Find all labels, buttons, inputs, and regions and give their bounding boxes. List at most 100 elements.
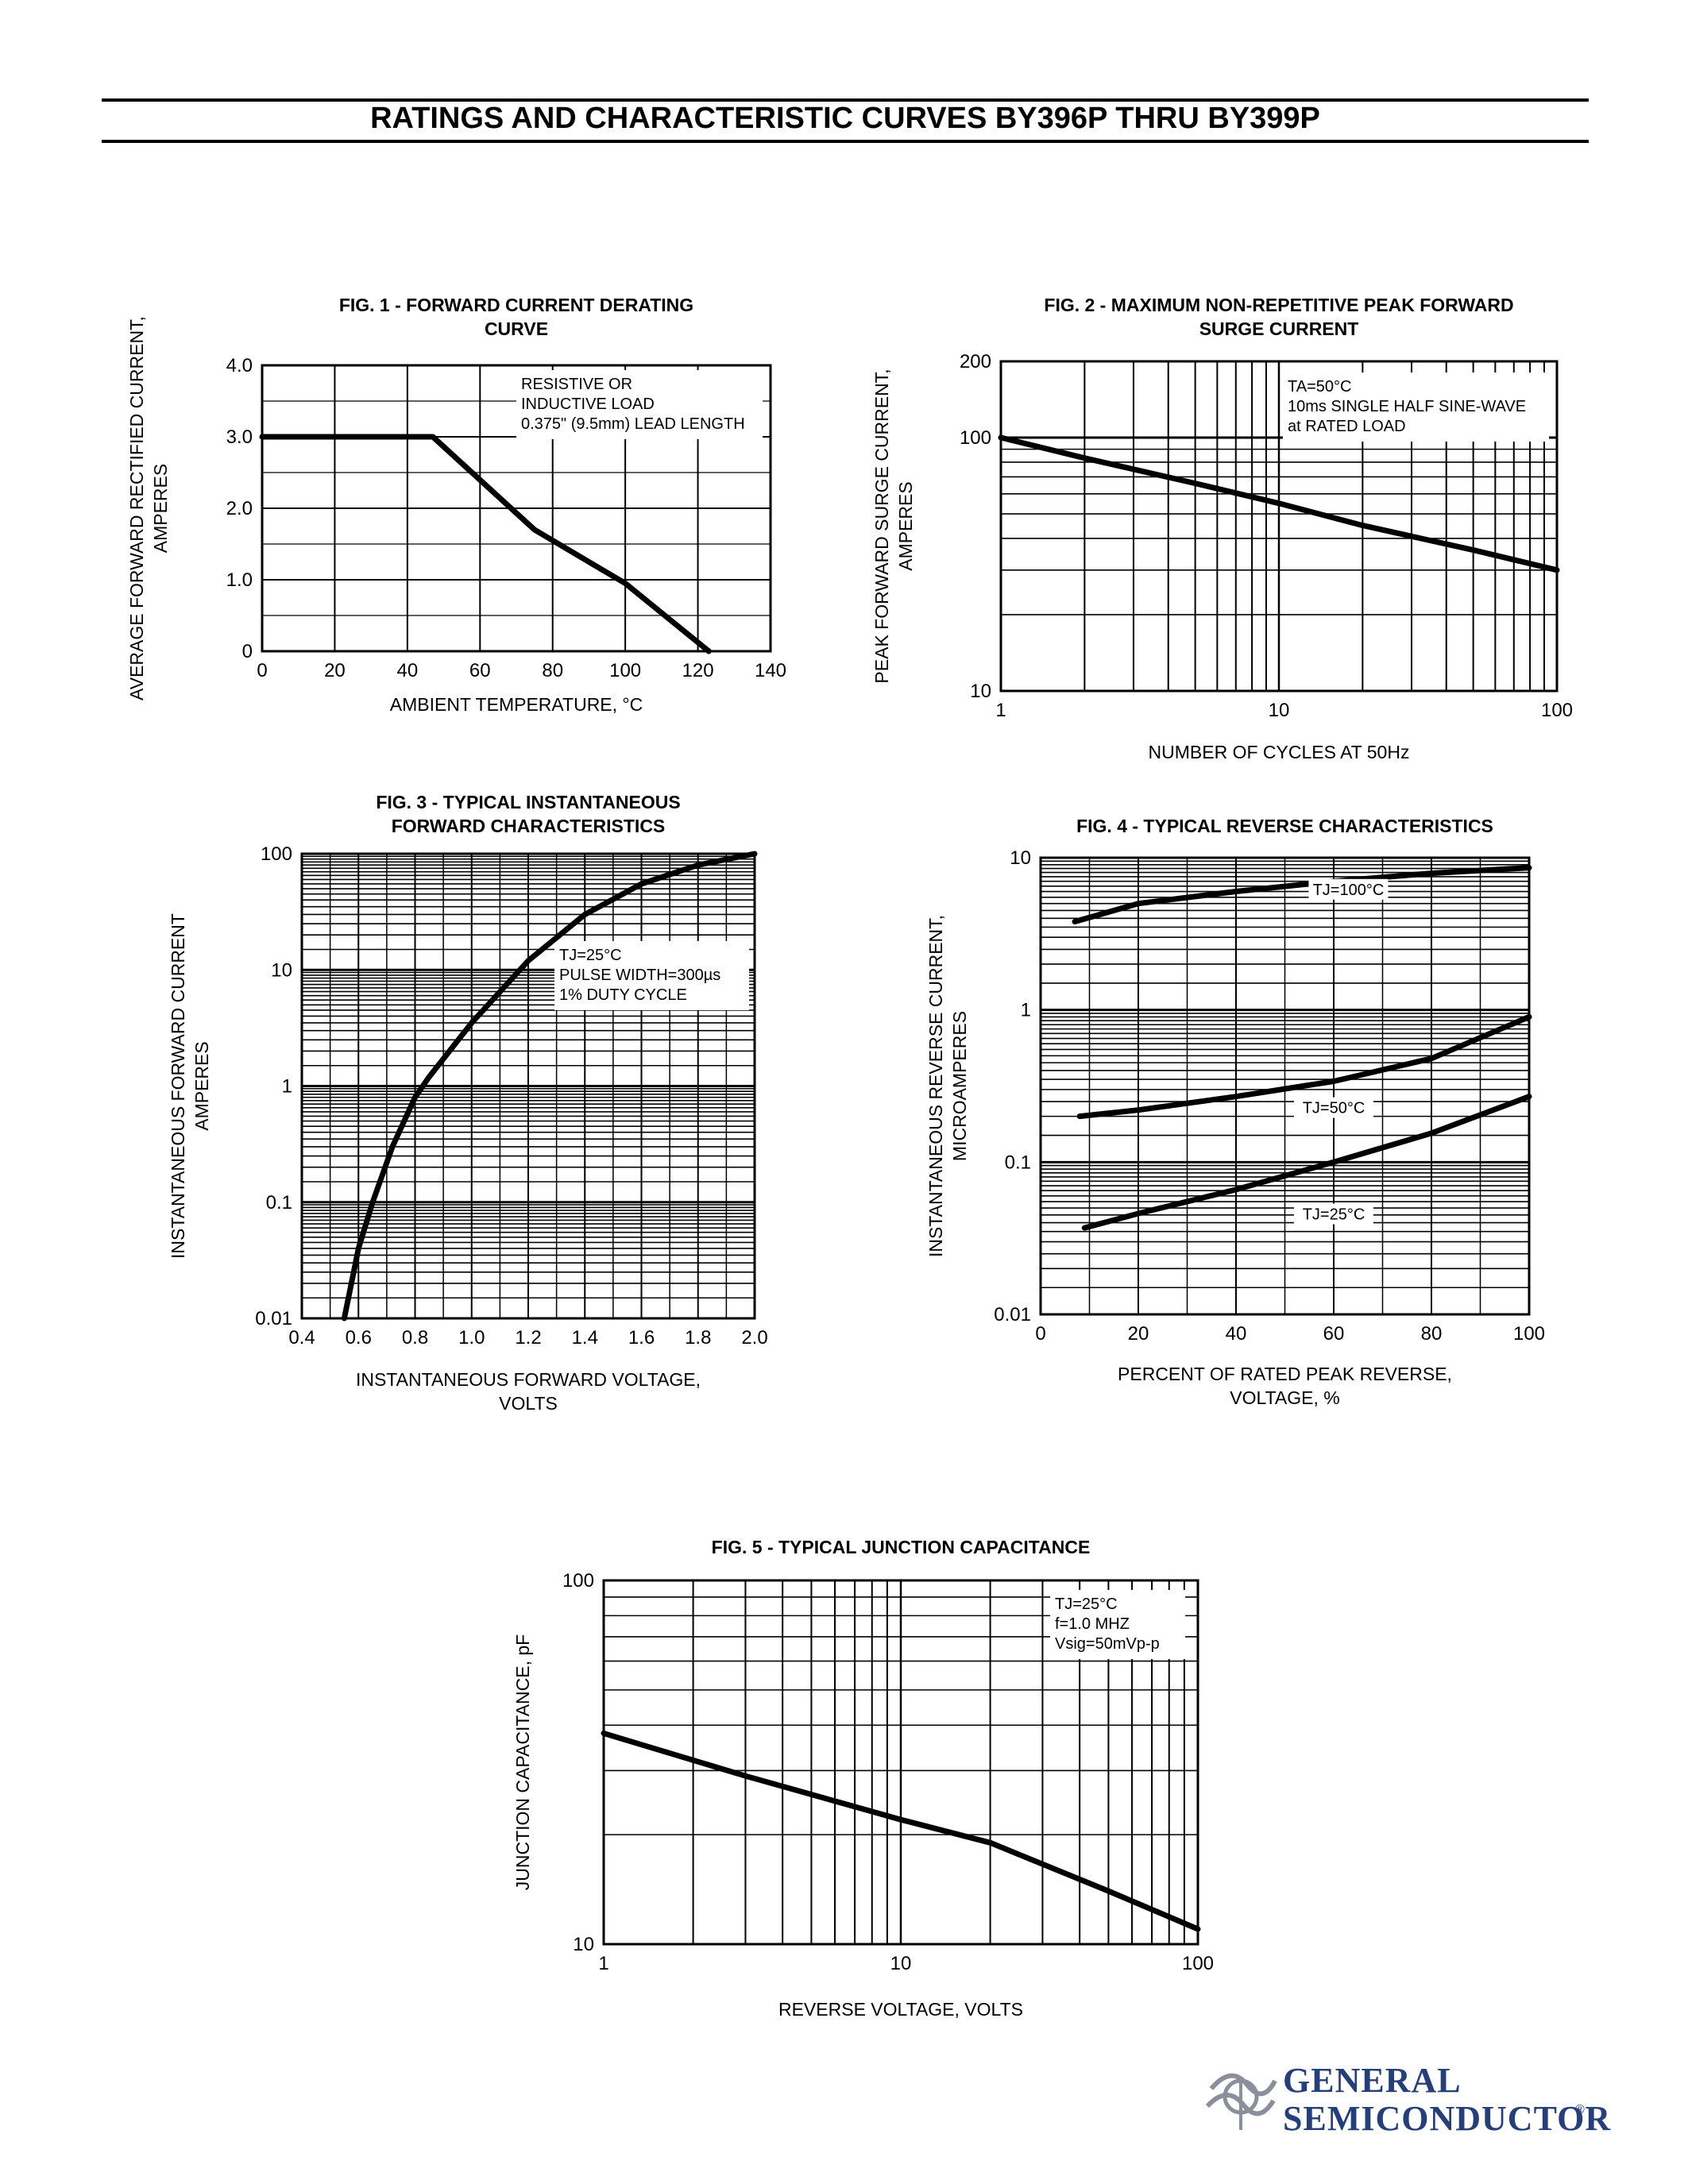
fig4-xtick-label: 0: [1035, 1323, 1045, 1345]
fig3-annotation-box: [554, 941, 749, 1010]
fig4-ytick-label: 0.1: [1005, 1152, 1031, 1173]
fig5-plot-frame: [602, 1579, 1199, 1946]
fig4-series-0-line: [1072, 865, 1532, 924]
fig3-xlabel: INSTANTANEOUS FORWARD VOLTAGE,: [356, 1369, 701, 1390]
fig4-chart: TJ=100°C TJ=50°C TJ=25°C 0 20 40 60 80 100 0.01 0.…: [925, 816, 1545, 1408]
fig1-ytick-label: 1.0: [226, 569, 253, 591]
fig4-title: FIG. 4 - TYPICAL REVERSE CHARACTERISTICS: [1076, 816, 1493, 836]
fig3-xtick-label: 1.8: [685, 1327, 711, 1349]
fig1-ylabel: AVERAGE FORWARD RECTIFIED CURRENT,: [126, 316, 147, 700]
fig3-annotation-line: 1% DUTY CYCLE: [559, 986, 687, 1004]
fig1-xtick-label: 40: [397, 660, 419, 681]
fig2-title: FIG. 2 - MAXIMUM NON-REPETITIVE PEAK FOR…: [1044, 295, 1513, 315]
fig5-annotation-line: Vsig=50mVp-p: [1055, 1635, 1160, 1653]
fig5-series-0-line: [601, 1731, 1201, 1932]
fig1-ylabel: AMPERES: [150, 464, 171, 553]
fig3-xtick-label: 0.8: [402, 1327, 428, 1349]
fig4-ytick-label: 0.01: [994, 1304, 1031, 1325]
fig3-xtick-label: 1.4: [572, 1327, 598, 1349]
fig5-xtick-label: 1: [598, 1953, 608, 1974]
fig3-xtick-label: 1.2: [515, 1327, 541, 1349]
fig1-ytick-label: 4.0: [226, 355, 253, 376]
fig1-annotation-line: INDUCTIVE LOAD: [521, 396, 655, 413]
fig3-xtick-label: 2.0: [741, 1327, 767, 1349]
fig1-xtick-label: 20: [324, 660, 346, 681]
fig1-title: FIG. 1 - FORWARD CURRENT DERATING: [339, 295, 693, 315]
page-title: RATINGS AND CHARACTERISTIC CURVES BY396P…: [370, 102, 1320, 135]
fig1-xtick-label: 80: [542, 660, 563, 681]
fig2-annotation-line: 10ms SINGLE HALF SINE-WAVE: [1288, 398, 1526, 415]
fig5-xtick-label: 10: [890, 1953, 912, 1974]
fig3-chart: TJ=25°C PULSE WIDTH=300µs 1% DUTY CYCLE 0.4…: [168, 792, 768, 1414]
fig1-title: CURVE: [485, 318, 548, 339]
fig4-ytick-label: 10: [1010, 847, 1031, 869]
brand-line-1: GENERAL: [1283, 2061, 1462, 2100]
registered-mark: ®: [1575, 2103, 1585, 2116]
fig3-xtick-label: 1.0: [458, 1327, 485, 1349]
fig3-title: FIG. 3 - TYPICAL INSTANTANEOUS: [376, 792, 680, 812]
fig5-ylabel: JUNCTION CAPACITANCE, pF: [512, 1634, 533, 1890]
fig3-series-0-line: [341, 851, 758, 1322]
fig1-ytick-label: 3.0: [226, 426, 253, 448]
fig1-annotation-line: 0.375" (9.5mm) LEAD LENGTH: [521, 415, 745, 433]
fig4-xtick-label: 60: [1323, 1323, 1345, 1345]
fig1-xtick-label: 0: [257, 660, 267, 681]
fig1-xtick-label: 60: [469, 660, 491, 681]
fig2-xlabel: NUMBER OF CYCLES AT 50Hz: [1149, 742, 1410, 762]
fig5-xlabel: REVERSE VOLTAGE, VOLTS: [778, 1999, 1023, 2020]
fig3-ytick-label: 1: [282, 1076, 292, 1098]
fig4-xtick-label: 100: [1513, 1323, 1545, 1345]
fig2-ytick-label: 200: [960, 351, 991, 372]
fig5-ytick-label: 100: [562, 1570, 594, 1592]
fig2-title: SURGE CURRENT: [1199, 318, 1359, 339]
fig4-series-label: TJ=100°C: [1313, 882, 1385, 899]
fig4-series-label-bg: [1308, 878, 1389, 900]
fig2-xtick-label: 1: [995, 700, 1006, 721]
fig4-xtick-label: 20: [1128, 1323, 1149, 1345]
fig2-ytick-label: 10: [970, 681, 991, 702]
fig5-title: FIG. 5 - TYPICAL JUNCTION CAPACITANCE: [712, 1537, 1091, 1557]
fig4-xtick-label: 40: [1226, 1323, 1247, 1345]
fig2-ylabel: AMPERES: [895, 481, 916, 570]
fig1-plot-frame: [261, 364, 772, 653]
fig3-ytick-label: 0.01: [255, 1308, 292, 1329]
fig4-xlabel: PERCENT OF RATED PEAK REVERSE,: [1118, 1364, 1452, 1384]
fig1-chart: RESISTIVE OR INDUCTIVE LOAD 0.375" (9.5mm)…: [126, 295, 786, 715]
fig3-annotation-line: PULSE WIDTH=300µs: [559, 967, 720, 984]
fig5-ytick-label: 10: [573, 1934, 594, 1955]
fig2-plot-frame: [999, 360, 1559, 693]
fig2-ylabel: PEAK FORWARD SURGE CURRENT,: [871, 369, 892, 683]
fig4-ylabel: MICROAMPERES: [949, 1011, 970, 1161]
fig4-series-label-bg: [1294, 1097, 1373, 1118]
fig5-annotation-line: TJ=25°C: [1055, 1596, 1118, 1613]
fig3-ylabel: INSTANTANEOUS FORWARD CURRENT: [168, 913, 188, 1259]
fig3-xtick-label: 0.6: [346, 1327, 372, 1349]
fig1-annotation-line: RESISTIVE OR: [521, 376, 632, 393]
fig2-xtick-label: 100: [1541, 700, 1573, 721]
fig3-plot-frame: [300, 852, 756, 1320]
fig4-ytick-label: 1: [1021, 1000, 1031, 1021]
fig3-ytick-label: 0.1: [266, 1192, 292, 1214]
fig2-ytick-label: 100: [960, 427, 991, 449]
fig3-xtick-label: 0.4: [288, 1327, 315, 1349]
fig4-plot-frame: [1039, 856, 1531, 1316]
fig3-title: FORWARD CHARACTERISTICS: [392, 816, 666, 836]
fig4-series-label: TJ=50°C: [1303, 1100, 1365, 1117]
fig2-chart: TA=50°C 10ms SINGLE HALF SINE-WAVE at RATE…: [871, 295, 1573, 762]
fig2-xtick-label: 10: [1269, 700, 1290, 721]
fig4-xlabel: VOLTAGE, %: [1230, 1387, 1339, 1408]
fig3-ytick-label: 100: [261, 843, 292, 865]
fig4-series-2-line: [1081, 1094, 1532, 1231]
fig1-ytick-label: 2.0: [226, 498, 253, 519]
top-rule: [102, 98, 1589, 102]
fig5-xtick-label: 100: [1182, 1953, 1214, 1974]
fig3-xlabel: VOLTS: [499, 1393, 558, 1414]
fig1-annotation-box: [516, 370, 763, 439]
general-semiconductor-logo: GENERAL SEMICONDUCTOR ®: [1203, 2057, 1610, 2144]
fig1-xlabel: AMBIENT TEMPERATURE, °C: [390, 694, 643, 715]
fig1-series-0-line: [259, 434, 712, 654]
fig4-series-label-bg: [1294, 1203, 1373, 1225]
fig5-annotation-box: [1050, 1590, 1185, 1659]
